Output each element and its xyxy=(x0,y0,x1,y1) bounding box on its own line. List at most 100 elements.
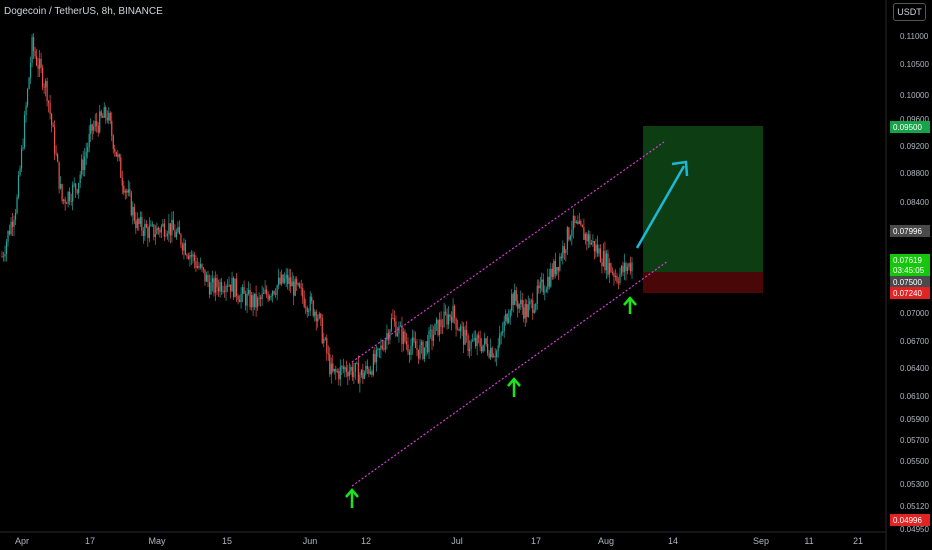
candle-body xyxy=(142,230,144,236)
price-axis[interactable]: 0.11000 0.10500 0.10000 0.09600 0.09200 0.088… xyxy=(885,0,930,550)
candle-body xyxy=(114,148,116,152)
price-tick-label: 0.10500 xyxy=(900,60,929,69)
price-tick-label: 0.04950 xyxy=(900,525,929,534)
candle-body xyxy=(580,220,582,225)
candle-body xyxy=(389,330,391,340)
candle-body xyxy=(423,347,426,359)
candle-body xyxy=(141,217,143,231)
candle-body xyxy=(241,287,244,294)
candle-body xyxy=(517,301,519,309)
candle-body xyxy=(499,334,501,346)
candle-body xyxy=(288,277,290,284)
target-zone[interactable] xyxy=(643,126,763,272)
candle-body xyxy=(279,277,281,284)
candle-body xyxy=(569,236,571,240)
candle-body xyxy=(345,367,347,373)
candle-body xyxy=(204,269,206,282)
candle-body xyxy=(311,296,313,302)
stop-zone[interactable] xyxy=(643,272,763,293)
candle-body xyxy=(542,279,544,293)
candle-body xyxy=(620,266,623,274)
candle-body xyxy=(476,335,478,347)
candle-body xyxy=(238,299,241,302)
price-label-badge xyxy=(890,276,930,288)
time-axis[interactable]: Apr 17 May 15 Jun 12 Jul 17 Aug 14 Sep 11 21 xyxy=(0,531,886,546)
candle-body xyxy=(163,223,165,237)
candle-body xyxy=(148,226,150,238)
candle-body xyxy=(533,310,535,313)
candle-body xyxy=(502,331,504,334)
candle-body xyxy=(450,316,453,323)
candle-body xyxy=(73,183,75,185)
candle-body xyxy=(78,182,80,194)
candle-body xyxy=(441,326,444,328)
candle-body xyxy=(45,81,47,88)
candle-body xyxy=(511,293,513,311)
candle-body xyxy=(623,263,626,273)
candle-body xyxy=(38,58,41,69)
candle-body xyxy=(219,282,221,292)
price-tick-label: 0.06400 xyxy=(900,364,929,373)
candle-body xyxy=(357,362,359,384)
candle-body xyxy=(178,227,181,235)
price-tick-label: 0.06100 xyxy=(900,392,929,401)
price-label-text: 0.07619 xyxy=(893,256,922,265)
candle-body xyxy=(272,291,274,296)
candle-body xyxy=(368,368,370,374)
candle-body xyxy=(556,267,558,275)
candle-body xyxy=(264,289,266,294)
candle-body xyxy=(226,285,229,287)
candle-body xyxy=(235,278,238,297)
candle-body xyxy=(7,231,9,242)
candle-body xyxy=(547,276,549,290)
candle-body xyxy=(586,233,588,242)
channel-lower-line[interactable] xyxy=(351,260,669,487)
candle-body xyxy=(270,295,272,297)
price-tick-label: 0.05120 xyxy=(900,502,929,511)
candle-body xyxy=(398,326,400,334)
candle-body xyxy=(72,184,74,202)
candle-body xyxy=(581,224,583,228)
candle-body xyxy=(344,367,346,370)
candle-body xyxy=(64,199,66,204)
candle-body xyxy=(401,325,403,344)
candle-body xyxy=(276,285,278,295)
candle-body xyxy=(4,254,6,257)
time-tick-label: Sep xyxy=(753,536,769,546)
candle-body xyxy=(356,362,358,364)
candle-body xyxy=(422,341,424,359)
candle-body xyxy=(503,320,505,332)
candle-body xyxy=(52,124,54,128)
candle-body xyxy=(438,319,441,335)
candle-body xyxy=(544,291,546,293)
price-label-text: 03:45:05 xyxy=(893,266,925,275)
price-label-text: 0.07240 xyxy=(893,289,922,298)
candle-body xyxy=(479,338,481,347)
price-label-text: 0.07500 xyxy=(893,278,922,287)
candle-body xyxy=(169,223,172,236)
candle-body xyxy=(613,272,615,278)
currency-button[interactable]: USDT xyxy=(893,3,926,21)
candle-body xyxy=(154,234,156,238)
candle-body xyxy=(246,293,248,306)
candle-body xyxy=(435,319,438,324)
time-tick-label: 15 xyxy=(222,536,232,546)
candle-body xyxy=(532,300,534,313)
candle-body xyxy=(429,329,432,331)
candle-body xyxy=(123,185,125,193)
price-tick-label: 0.10000 xyxy=(900,91,929,100)
candle-body xyxy=(601,262,603,267)
candle-body xyxy=(523,307,525,319)
candle-body xyxy=(333,368,335,372)
projection-arrow[interactable] xyxy=(635,160,689,249)
candle-body xyxy=(1,256,3,258)
candle-body xyxy=(40,58,42,68)
candle-body xyxy=(105,107,107,118)
candle-body xyxy=(49,103,51,114)
candle-body xyxy=(562,246,564,259)
candle-body xyxy=(459,326,462,332)
time-tick-label: Apr xyxy=(15,536,29,546)
candle-body xyxy=(342,366,344,370)
candle-body xyxy=(481,346,483,352)
